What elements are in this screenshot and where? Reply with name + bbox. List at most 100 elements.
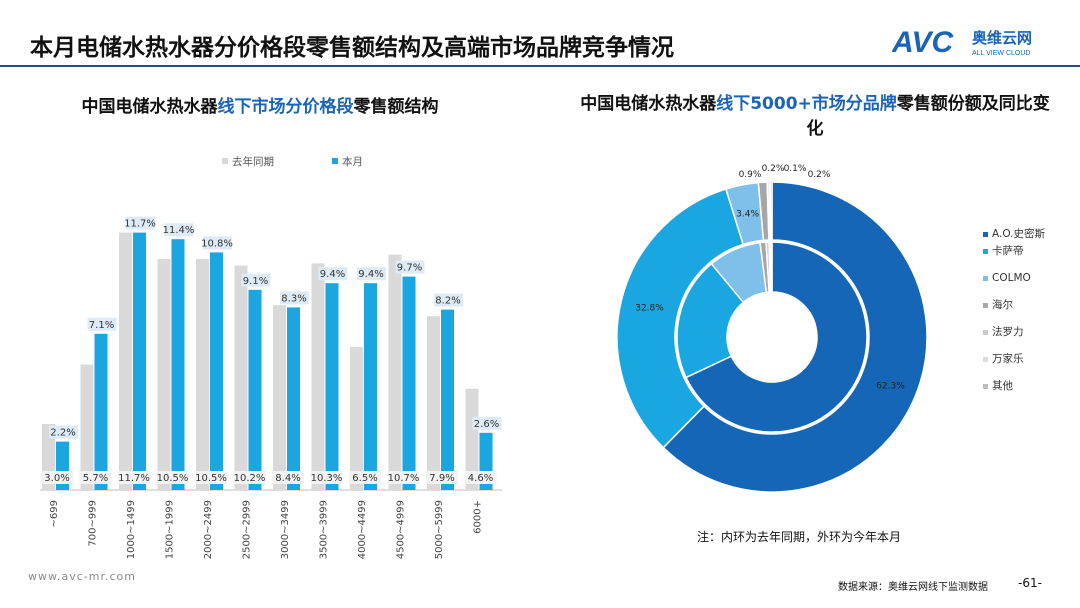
legend-swatch bbox=[983, 357, 988, 362]
data-label-bg-last-year bbox=[310, 471, 343, 484]
bar-this-month bbox=[94, 333, 108, 490]
bar-chart-title: 中国电储水热水器线下市场分价格段零售额结构 bbox=[0, 92, 520, 117]
category-label: 4000~4499 bbox=[357, 500, 368, 559]
data-label-bg-last-year bbox=[349, 471, 381, 484]
bar-this-month bbox=[210, 252, 223, 490]
legend-item: 卡萨帝 bbox=[983, 245, 1058, 258]
data-label-bg-this-month bbox=[203, 236, 232, 250]
category-label: 2000~2499 bbox=[203, 500, 214, 559]
legend-item: 海尔 bbox=[983, 299, 1058, 312]
bar-last-year bbox=[273, 305, 286, 490]
donut-title-post: 零售额份额及同比变化 bbox=[806, 94, 1050, 139]
data-label-this-month: 7.1% bbox=[89, 320, 114, 331]
data-label-last-year: 10.7% bbox=[388, 473, 420, 484]
legend-swatch bbox=[983, 330, 988, 335]
data-label-bg-this-month bbox=[280, 291, 309, 305]
bar-last-year bbox=[234, 265, 248, 490]
category-label: 1500~1999 bbox=[165, 500, 176, 559]
bar-this-month bbox=[364, 283, 377, 490]
data-label-last-year: 8.4% bbox=[275, 473, 300, 484]
bar-this-month bbox=[171, 239, 185, 490]
bar-title-post: 零售额结构 bbox=[353, 97, 439, 117]
legend-item: 法罗力 bbox=[983, 326, 1058, 339]
legend-swatch-this-month bbox=[332, 158, 338, 164]
legend-label: 法罗力 bbox=[992, 326, 1024, 338]
donut-inner-slice bbox=[676, 262, 745, 379]
data-label-this-month: 8.2% bbox=[435, 296, 460, 307]
data-label-this-month: 11.4% bbox=[163, 225, 195, 236]
data-label-this-month: 9.4% bbox=[358, 269, 383, 280]
bar-this-month bbox=[287, 307, 300, 490]
data-label-this-month: 9.1% bbox=[243, 276, 268, 287]
category-label: ~699 bbox=[49, 500, 60, 527]
category-label: 5000~5999 bbox=[434, 500, 445, 559]
data-label-this-month: 9.7% bbox=[397, 263, 422, 274]
legend-label: 万家乐 bbox=[992, 353, 1024, 365]
logo-text: AVC bbox=[892, 26, 954, 59]
category-label: 1000~1499 bbox=[126, 500, 137, 559]
bar-last-year bbox=[119, 232, 132, 490]
data-label-this-month: 2.6% bbox=[474, 419, 499, 430]
data-label-bg-this-month bbox=[49, 425, 78, 439]
page-number: -61- bbox=[1018, 576, 1042, 590]
donut-data-label: 0.9% bbox=[739, 170, 762, 180]
bar-title-highlight: 线下市场分价格段 bbox=[217, 97, 354, 117]
donut-chart-title: 中国电储水热水器线下5000+市场分品牌零售额份额及同比变化 bbox=[575, 92, 1055, 142]
category-label: 2500~2999 bbox=[242, 500, 253, 559]
data-label-bg-last-year bbox=[387, 471, 420, 484]
donut-data-label: 0.2% bbox=[762, 164, 785, 174]
footer-website: www.avc-mr.com bbox=[28, 570, 136, 583]
legend-label: 其他 bbox=[992, 380, 1013, 392]
data-label-last-year: 10.5% bbox=[195, 473, 227, 484]
data-label-this-month: 9.4% bbox=[320, 269, 345, 280]
legend-swatch bbox=[983, 276, 988, 281]
data-label-this-month: 10.8% bbox=[201, 238, 233, 249]
data-label-last-year: 3.0% bbox=[44, 473, 69, 484]
data-label-bg-last-year bbox=[156, 471, 189, 484]
category-label: 700~999 bbox=[88, 500, 99, 547]
price-segment-bar-chart: 去年同期 本月 2.2% 3.0% ~699 7.1% 5.7% 700~999 11.7% 11… bbox=[40, 155, 502, 559]
data-label-this-month: 11.7% bbox=[124, 219, 156, 230]
data-label-last-year: 10.2% bbox=[234, 473, 266, 484]
logo-en: ALL VIEW CLOUD bbox=[972, 50, 1030, 57]
donut-data-label: 0.1% bbox=[784, 164, 807, 174]
bar-this-month bbox=[325, 283, 339, 490]
legend-label-last-year: 去年同期 bbox=[232, 155, 274, 168]
data-label-last-year: 4.6% bbox=[468, 473, 493, 484]
bar-this-month bbox=[133, 232, 146, 490]
category-label: 3500~3999 bbox=[319, 500, 330, 559]
donut-data-label: 3.4% bbox=[736, 209, 759, 219]
category-label: 3000~3499 bbox=[280, 500, 291, 559]
bar-last-year bbox=[350, 347, 363, 490]
data-label-bg-this-month bbox=[318, 267, 348, 281]
legend-item: COLMO bbox=[983, 272, 1058, 285]
donut-outer-slice bbox=[662, 181, 928, 493]
data-label-last-year: 5.7% bbox=[83, 473, 108, 484]
legend-swatch bbox=[983, 232, 988, 237]
donut-data-label: 0.2% bbox=[808, 170, 831, 180]
data-label-last-year: 7.9% bbox=[429, 473, 454, 484]
data-label-bg-this-month bbox=[434, 293, 463, 307]
legend-swatch-last-year bbox=[222, 158, 228, 164]
donut-note: 注：内环为去年同期，外环为今年本月 bbox=[697, 530, 902, 544]
data-label-bg-last-year bbox=[272, 471, 304, 484]
category-label: 6000+ bbox=[473, 500, 484, 534]
category-label: 4500~4999 bbox=[396, 500, 407, 559]
bar-title-pre: 中国电储水热水器 bbox=[81, 97, 218, 117]
data-label-last-year: 11.7% bbox=[118, 473, 150, 484]
data-label-bg-this-month bbox=[472, 416, 502, 430]
data-label-last-year: 10.3% bbox=[311, 473, 343, 484]
legend-label: 卡萨帝 bbox=[992, 245, 1024, 257]
data-label-bg-this-month bbox=[87, 317, 117, 331]
data-label-bg-last-year bbox=[426, 471, 458, 484]
bar-last-year bbox=[311, 263, 325, 490]
data-label-bg-last-year bbox=[195, 471, 227, 484]
bar-last-year bbox=[157, 259, 171, 490]
bar-last-year bbox=[196, 259, 209, 490]
data-label-bg-last-year bbox=[118, 471, 150, 484]
header-divider bbox=[0, 65, 1080, 67]
legend-swatch bbox=[983, 303, 988, 308]
donut-inner-slice bbox=[685, 241, 868, 433]
donut-outer-slice bbox=[769, 181, 773, 241]
logo-cn: 奥维云网 bbox=[972, 29, 1032, 47]
